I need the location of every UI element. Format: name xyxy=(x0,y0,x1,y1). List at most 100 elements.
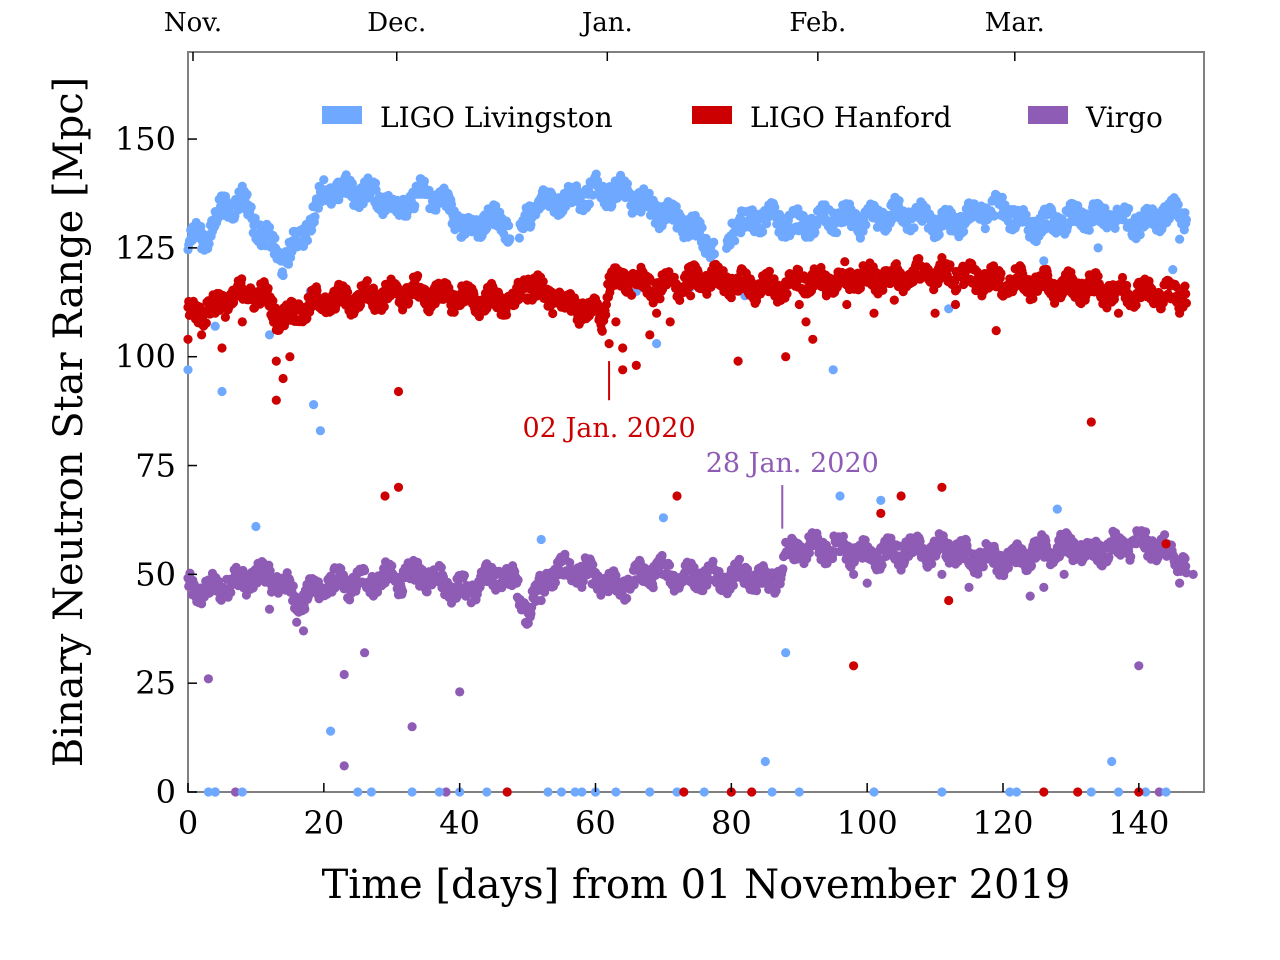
data-point xyxy=(1181,289,1191,299)
hanford-annotation-label: 02 Jan. 2020 xyxy=(523,413,696,444)
data-point xyxy=(1161,787,1171,797)
data-point xyxy=(909,223,919,233)
data-point xyxy=(339,669,349,680)
data-point xyxy=(877,560,887,570)
data-point xyxy=(203,674,213,684)
data-point xyxy=(937,569,947,580)
data-point xyxy=(709,249,720,259)
data-point xyxy=(1180,208,1190,218)
data-point xyxy=(601,300,612,310)
data-point xyxy=(366,787,376,797)
data-point xyxy=(770,202,780,212)
data-point xyxy=(701,233,711,244)
data-point xyxy=(810,227,820,237)
data-point xyxy=(894,196,904,206)
data-point xyxy=(1039,582,1049,593)
data-point xyxy=(626,290,637,300)
data-point xyxy=(709,237,719,247)
data-point xyxy=(1086,787,1096,797)
data-point xyxy=(1180,554,1190,564)
data-point xyxy=(631,360,641,370)
data-point xyxy=(996,268,1006,278)
top-month-label: Nov. xyxy=(164,8,222,38)
data-point xyxy=(980,224,990,234)
data-point xyxy=(319,175,329,185)
data-point xyxy=(764,266,775,276)
data-point xyxy=(237,787,247,797)
data-point xyxy=(441,787,451,797)
data-point xyxy=(604,339,614,349)
data-point xyxy=(876,508,886,518)
data-point xyxy=(915,537,925,547)
data-point xyxy=(246,202,256,212)
data-point xyxy=(645,330,655,340)
data-point xyxy=(230,787,241,797)
data-point xyxy=(896,565,906,575)
data-point xyxy=(434,787,444,797)
data-point xyxy=(645,787,655,797)
y-tick-label: 150 xyxy=(115,120,176,158)
data-point xyxy=(728,580,739,591)
data-point xyxy=(828,365,838,375)
data-point xyxy=(588,560,598,570)
data-point xyxy=(927,559,937,569)
data-point xyxy=(794,299,804,310)
top-month-label: Mar. xyxy=(985,8,1045,38)
data-point xyxy=(743,564,753,575)
data-point xyxy=(1180,281,1190,291)
data-point xyxy=(343,287,353,297)
x-tick-label: 80 xyxy=(711,804,752,842)
data-point xyxy=(1122,280,1132,290)
data-point xyxy=(556,299,567,310)
data-point xyxy=(937,482,947,492)
data-point xyxy=(751,586,762,596)
data-point xyxy=(622,179,633,189)
data-point xyxy=(1154,787,1164,797)
series-ligo-livingston xyxy=(183,169,1191,797)
data-point xyxy=(747,787,757,797)
data-point xyxy=(1086,417,1096,427)
data-point xyxy=(1025,591,1035,601)
data-point xyxy=(679,787,689,797)
legend-label-ligo-livingston: LIGO Livingston xyxy=(380,101,613,134)
data-point xyxy=(1175,234,1185,244)
data-point xyxy=(1110,223,1120,233)
y-tick-label: 75 xyxy=(135,447,176,485)
data-point xyxy=(657,550,667,561)
data-point xyxy=(1117,272,1128,283)
data-point xyxy=(1131,300,1141,310)
data-point xyxy=(618,365,628,375)
data-point xyxy=(251,521,261,532)
data-point xyxy=(1160,530,1170,540)
data-point xyxy=(934,230,944,240)
data-point xyxy=(869,308,879,318)
data-point xyxy=(455,687,465,697)
data-point xyxy=(210,787,220,797)
data-point xyxy=(1118,215,1128,225)
data-point xyxy=(421,299,431,310)
data-point xyxy=(801,317,811,327)
virgo-annotation-label: 28 Jan. 2020 xyxy=(706,448,879,479)
data-point xyxy=(1039,787,1049,797)
y-tick-label: 100 xyxy=(115,338,176,376)
data-point xyxy=(708,556,718,567)
data-point xyxy=(622,593,632,604)
data-point xyxy=(505,234,515,244)
data-point xyxy=(804,548,815,558)
data-point xyxy=(319,299,329,310)
y-axis-title: Binary Neutron Star Range [Mpc] xyxy=(46,77,92,767)
data-point xyxy=(835,491,845,501)
x-tick-label: 140 xyxy=(1108,804,1169,842)
data-point xyxy=(226,587,236,598)
data-point xyxy=(570,787,580,797)
data-point xyxy=(652,308,662,318)
data-point xyxy=(733,356,743,366)
data-point xyxy=(250,213,260,223)
data-point xyxy=(842,299,852,310)
data-point xyxy=(387,561,397,571)
data-point xyxy=(978,562,988,572)
data-point xyxy=(991,326,1001,336)
data-point xyxy=(407,787,417,797)
data-point xyxy=(413,271,423,281)
data-point xyxy=(876,495,886,505)
